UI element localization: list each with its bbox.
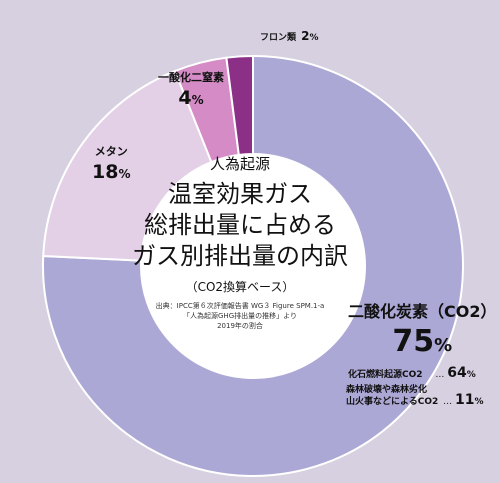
breakdown-forest-value: 11% — [455, 391, 484, 408]
slice-0 — [42, 54, 464, 477]
label-n2o-value: 4% — [178, 87, 204, 110]
center-title: 人為起源 — [90, 153, 390, 174]
chart-subtitle: （CO2換算ベース） — [185, 280, 295, 294]
breakdown-forest-label-1: 森林破壊や森林劣化 — [346, 385, 428, 395]
leader-dots: … — [443, 397, 453, 408]
subtitle-wrap: （CO2換算ベース） — [90, 278, 390, 295]
title-line-2: 温室効果ガス — [168, 180, 312, 208]
label-co2: 二酸化炭素（CO2） 75% — [348, 303, 496, 358]
label-co2-value: 75% — [392, 323, 453, 359]
breakdown-fossil-label: 化石燃料起源CO2 — [348, 370, 423, 380]
leader-dots: … — [435, 370, 445, 380]
title-line-3: 総排出量に占める — [144, 211, 336, 239]
label-co2-name: 二酸化炭素（CO2） — [348, 302, 497, 321]
title-line-3-wrap: 総排出量に占める — [90, 205, 390, 240]
label-freon: フロン類 2% — [260, 26, 319, 44]
source-line-1: 出典：IPCC第６次評価報告書 WG３ Figure SPM.1-a — [155, 302, 325, 310]
breakdown-fossil-value: 64% — [447, 365, 476, 381]
title-line-2-wrap: 温室効果ガス — [90, 174, 390, 209]
source-note: 出典：IPCC第６次評価報告書 WG３ Figure SPM.1-a 「人為起源… — [90, 301, 390, 331]
breakdown-forest-label-2: 山火事などによるCO2 — [346, 397, 439, 407]
breakdown-fossil: 化石燃料起源CO2 … 64% — [348, 365, 476, 381]
title-line-4-wrap: ガス別排出量の内訳 — [90, 236, 390, 271]
label-freon-name: フロン類 — [260, 33, 297, 43]
breakdown-forest: 森林破壊や森林劣化 山火事などによるCO2 … 11% — [346, 384, 484, 408]
label-freon-value: 2% — [301, 29, 319, 43]
label-methane-name: メタン — [94, 145, 128, 158]
title-line-1: 人為起源 — [209, 155, 270, 173]
label-n2o-name: 一酸化二窒素 — [158, 71, 224, 84]
donut-hole — [141, 154, 365, 378]
label-methane-value: 18% — [92, 161, 131, 184]
source-line-3: 2019年の割合 — [217, 322, 263, 330]
label-n2o: 一酸化二窒素 4% — [158, 71, 224, 110]
title-line-4: ガス別排出量の内訳 — [132, 242, 348, 270]
source-line-2: 「人為起源GHG排出量の推移」より — [183, 312, 297, 320]
label-methane: メタン 18% — [92, 145, 131, 184]
